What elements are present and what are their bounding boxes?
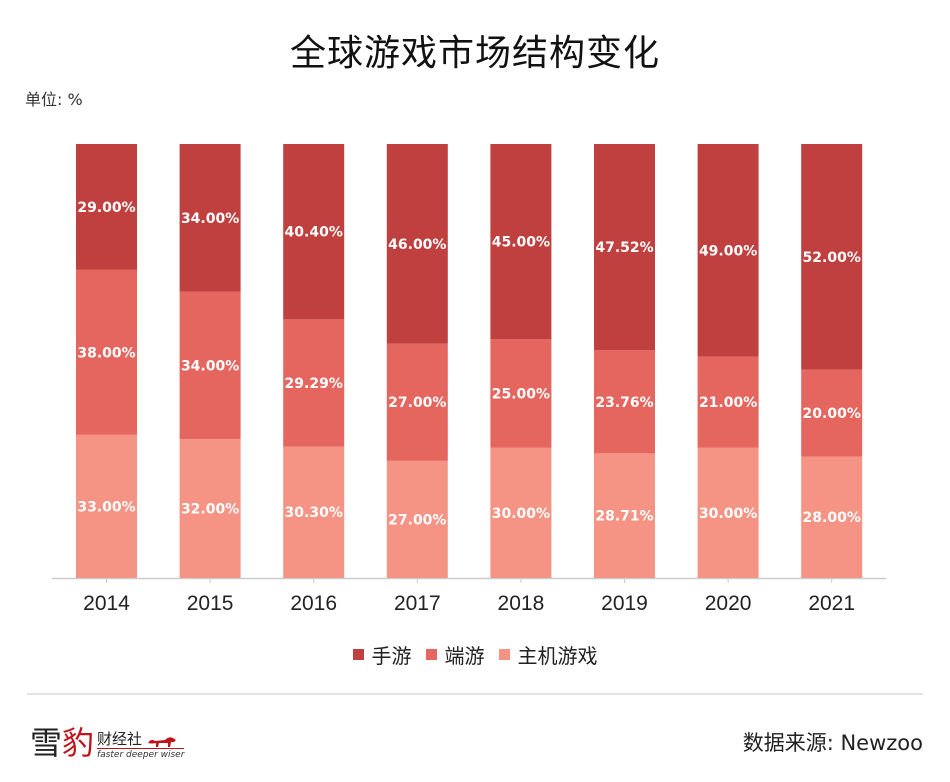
data-label-2015-2: 34.00% [181, 211, 239, 227]
x-tick-label-2019: 2019 [601, 592, 648, 615]
legend-swatch-pc [425, 649, 437, 660]
legend-label-pc: 端游 [444, 644, 485, 668]
data-label-2020-2: 49.00% [699, 243, 757, 259]
data-label-2016-0: 30.30% [285, 505, 343, 521]
bar-segment-2017-1[interactable] [386, 343, 448, 461]
bar-segment-2015-0[interactable] [179, 439, 241, 578]
bar-segment-2020-0[interactable] [697, 447, 759, 578]
bar-segment-2016-1[interactable] [283, 319, 345, 447]
bar-segment-2018-1[interactable] [490, 339, 552, 448]
logo-char-2: 豹 [62, 724, 95, 762]
bar-segment-2018-0[interactable] [490, 447, 552, 578]
data-label-2017-2: 46.00% [388, 237, 446, 253]
logo-subtitle: 财经社 [97, 731, 184, 748]
logo-subtitle-text: 财经社 [97, 730, 143, 748]
legend-item-mobile[interactable]: 手游 [352, 640, 412, 669]
logo-text-block: 财经社 faster deeper wiser [97, 731, 185, 760]
legend: 手游 端游 主机游戏 [0, 640, 950, 669]
unit-label: 单位: % [25, 90, 83, 109]
data-label-2017-1: 27.00% [388, 395, 446, 411]
brand-logo: 雪 豹 财经社 faster deeper wiser [30, 720, 185, 762]
chart-title: 全球游戏市场结构变化 [289, 33, 660, 74]
bar-segment-2019-2[interactable] [594, 144, 655, 351]
data-source: 数据来源: Newzoo [742, 731, 923, 755]
data-label-2021-1: 20.00% [803, 406, 861, 422]
footer-divider [27, 693, 923, 695]
data-label-2018-2: 45.00% [492, 235, 550, 251]
data-label-2014-2: 29.00% [77, 200, 135, 216]
data-label-2015-0: 32.00% [181, 502, 239, 518]
bar-segment-2015-2[interactable] [179, 144, 241, 292]
legend-item-pc[interactable]: 端游 [425, 640, 485, 669]
x-tick-label-2021: 2021 [808, 592, 855, 615]
data-label-2017-0: 27.00% [388, 512, 446, 528]
bar-segment-2018-2[interactable] [490, 144, 552, 340]
bar-segment-2016-0[interactable] [283, 446, 345, 578]
logo-char-1: 雪 [30, 724, 63, 762]
bar-segment-2014-1[interactable] [76, 269, 137, 435]
data-label-2019-0: 28.71% [595, 509, 653, 525]
x-tick-label-2020: 2020 [705, 592, 752, 615]
x-tick-label-2016: 2016 [290, 592, 337, 615]
legend-swatch-mobile [352, 649, 364, 660]
data-label-2014-0: 33.00% [77, 499, 135, 515]
data-label-2014-1: 38.00% [77, 345, 135, 361]
bar-segment-2019-0[interactable] [594, 453, 655, 578]
data-label-2018-0: 30.00% [492, 506, 550, 522]
bar-segment-2019-1[interactable] [594, 350, 655, 454]
x-tick-label-2018: 2018 [498, 592, 545, 615]
bar-segment-2021-2[interactable] [801, 144, 863, 370]
data-label-2020-1: 21.00% [699, 395, 757, 411]
bar-segment-2017-0[interactable] [386, 460, 448, 578]
data-label-2021-0: 28.00% [803, 510, 861, 526]
data-label-2020-0: 30.00% [699, 506, 757, 522]
legend-label-console: 主机游戏 [517, 644, 598, 668]
data-label-2015-1: 34.00% [181, 358, 239, 374]
legend-label-mobile: 手游 [371, 644, 412, 668]
x-tick-label-2015: 2015 [187, 592, 234, 615]
logo-tagline: faster deeper wiser [97, 748, 185, 760]
data-label-2019-1: 23.76% [595, 395, 653, 411]
bar-segment-2021-1[interactable] [801, 369, 863, 457]
bar-segment-2014-2[interactable] [76, 144, 137, 270]
x-tick-label-2014: 2014 [83, 592, 130, 615]
bar-segment-2015-1[interactable] [179, 291, 241, 440]
data-label-2018-1: 25.00% [492, 387, 550, 403]
bar-segment-2021-0[interactable] [801, 456, 863, 578]
data-label-2016-1: 29.29% [285, 376, 343, 392]
data-label-2021-2: 52.00% [803, 250, 861, 266]
bar-segment-2017-2[interactable] [386, 144, 448, 344]
x-tick-label-2017: 2017 [394, 592, 441, 615]
stacked-bar-chart: 33.00% 38.00% 29.00% 2014 32.00% 34.00% 34.00%… [52, 144, 886, 615]
data-label-2019-2: 47.52% [595, 240, 653, 256]
bar-segment-2020-2[interactable] [697, 144, 759, 357]
legend-item-console[interactable]: 主机游戏 [498, 640, 598, 669]
bar-segment-2020-1[interactable] [697, 356, 759, 448]
bar-segment-2014-0[interactable] [76, 434, 137, 578]
legend-swatch-console [498, 649, 510, 660]
leopard-icon [147, 737, 176, 747]
bar-segment-2016-2[interactable] [283, 144, 345, 320]
data-label-2016-2: 40.40% [285, 225, 343, 241]
